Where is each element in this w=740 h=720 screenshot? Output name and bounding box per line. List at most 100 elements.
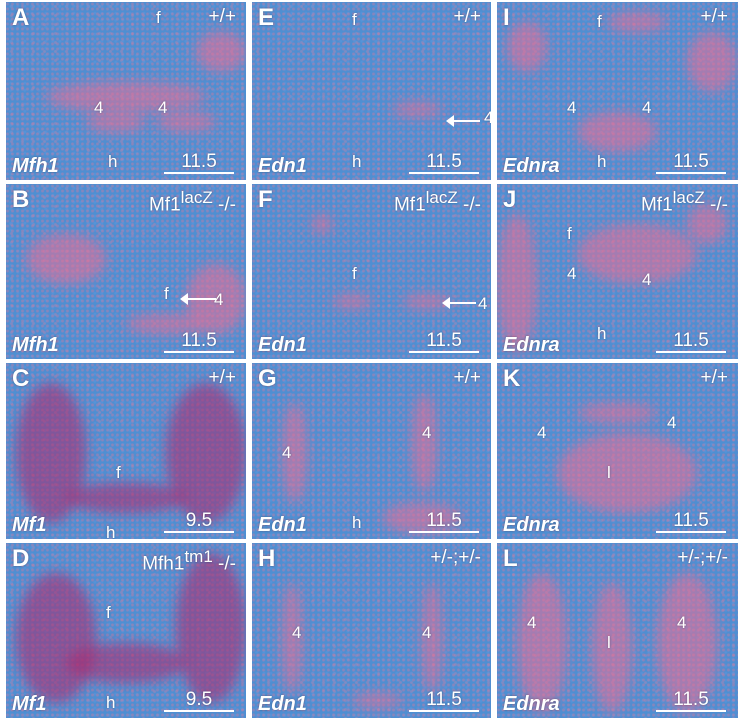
- structure-label: f: [567, 224, 572, 243]
- stain-region: [607, 12, 667, 32]
- structure-label: 4: [94, 98, 104, 117]
- gene-label: Edn1: [258, 155, 307, 177]
- structure-label: 4: [478, 294, 488, 313]
- panel-letter: E: [258, 4, 275, 31]
- panel-h: H +/-;+/- Edn1 11.5 4 4: [252, 543, 491, 718]
- gene-label: Edn1: [258, 514, 307, 536]
- stage-scale-bar: 11.5: [164, 152, 234, 174]
- gene-label: Mfh1: [12, 334, 59, 356]
- panel-b: B Mf1lacZ -/- Mfh1 11.5 f 4: [6, 184, 246, 359]
- stain-region: [196, 32, 246, 72]
- stain-region: [402, 294, 452, 309]
- structure-label: h: [352, 513, 362, 532]
- structure-label: f: [116, 463, 121, 482]
- stain-region: [577, 403, 657, 423]
- stage-scale-bar: 11.5: [409, 690, 479, 712]
- panel-letter: L: [503, 545, 518, 572]
- genotype-label: Mf1lacZ -/-: [641, 188, 728, 216]
- panel-letter: H: [258, 545, 276, 572]
- panel-d: D Mfh1tm1 -/- Mf1 9.5 f h: [6, 543, 246, 718]
- panel-letter: G: [258, 365, 277, 392]
- stain-region: [352, 693, 402, 708]
- stain-region: [577, 224, 697, 284]
- gene-label: Mfh1: [12, 155, 59, 177]
- structure-label: 4: [158, 98, 168, 117]
- panel-e: E +/+ Edn1 11.5 f 4 h: [252, 2, 491, 180]
- structure-label: l: [607, 463, 611, 482]
- genotype-label: Mf1lacZ -/-: [394, 188, 481, 216]
- structure-label: 4: [422, 623, 432, 642]
- genotype-base: Mf1: [148, 194, 181, 216]
- panel-j: J Mf1lacZ -/- Ednra 11.5 f 4 4 h: [497, 184, 738, 359]
- stain-region: [392, 102, 442, 117]
- stain-region: [497, 214, 537, 354]
- structure-label: f: [597, 12, 602, 31]
- structure-label: 4: [527, 613, 537, 632]
- genotype-allele: lacZ: [672, 188, 705, 207]
- genotype-base: Mf1: [640, 194, 673, 216]
- panel-letter: A: [12, 4, 30, 31]
- stage-scale-bar: 11.5: [656, 331, 726, 353]
- stain-region: [592, 583, 632, 713]
- stage-scale-bar: 11.5: [656, 690, 726, 712]
- gene-label: Edn1: [258, 334, 307, 356]
- genotype-suffix: -/-: [212, 194, 236, 216]
- genotype-label: +/+: [208, 367, 236, 388]
- panel-l: L +/-;+/- Ednra 11.5 4 l 4: [497, 543, 738, 718]
- stage-scale-bar: 11.5: [409, 331, 479, 353]
- arrow-icon: [442, 297, 476, 309]
- stain-region: [282, 583, 302, 693]
- structure-label: 4: [677, 613, 687, 632]
- stain-region: [422, 583, 442, 693]
- structure-label: 4: [422, 423, 432, 442]
- gene-label: Mf1: [12, 693, 47, 715]
- genotype-allele: lacZ: [425, 188, 458, 207]
- panel-letter: F: [258, 186, 273, 213]
- stain-region: [332, 294, 372, 309]
- structure-label: h: [597, 324, 607, 343]
- genotype-suffix: -/-: [704, 194, 728, 216]
- stage-scale-bar: 11.5: [656, 152, 726, 174]
- structure-label: h: [106, 693, 116, 712]
- genotype-label: +/+: [453, 6, 481, 27]
- stage-scale-bar: 11.5: [409, 511, 479, 533]
- structure-label: 4: [567, 264, 577, 283]
- stage-scale-bar: 11.5: [656, 511, 726, 533]
- panel-a: A +/+ Mfh1 11.5 f 4 4 h: [6, 2, 246, 180]
- structure-label: f: [352, 10, 357, 29]
- structure-label: 4: [292, 623, 302, 642]
- stain-region: [26, 234, 106, 284]
- structure-label: h: [597, 152, 607, 171]
- structure-label: 4: [484, 108, 491, 127]
- stage-scale-bar: 9.5: [164, 690, 234, 712]
- structure-label: h: [106, 523, 116, 539]
- structure-label: 4: [642, 270, 652, 289]
- panel-letter: K: [503, 365, 521, 392]
- genotype-label: Mfh1tm1 -/-: [142, 547, 236, 575]
- stain-region: [282, 403, 307, 503]
- structure-label: 4: [214, 290, 224, 309]
- panel-letter: C: [12, 365, 30, 392]
- stain-region: [16, 573, 96, 703]
- genotype-base: Mfh1: [142, 553, 185, 575]
- panel-letter: D: [12, 545, 30, 572]
- structure-label: l: [607, 633, 611, 652]
- stain-region: [156, 112, 216, 132]
- stain-region: [577, 112, 657, 152]
- stain-region: [46, 82, 206, 112]
- stain-region: [176, 553, 246, 703]
- stage-scale-bar: 11.5: [164, 331, 234, 353]
- genotype-suffix: -/-: [212, 553, 236, 575]
- structure-label: 4: [642, 98, 652, 117]
- gene-label: Edn1: [258, 693, 307, 715]
- stain-region: [382, 503, 462, 533]
- stain-region: [657, 573, 717, 713]
- arrow-icon: [446, 115, 480, 127]
- structure-label: 4: [282, 443, 292, 462]
- genotype-base: Mf1: [393, 194, 426, 216]
- stain-region: [126, 314, 206, 334]
- stain-region: [66, 643, 186, 683]
- panel-letter: B: [12, 186, 30, 213]
- gene-label: Ednra: [503, 693, 560, 715]
- structure-label: 4: [667, 413, 677, 432]
